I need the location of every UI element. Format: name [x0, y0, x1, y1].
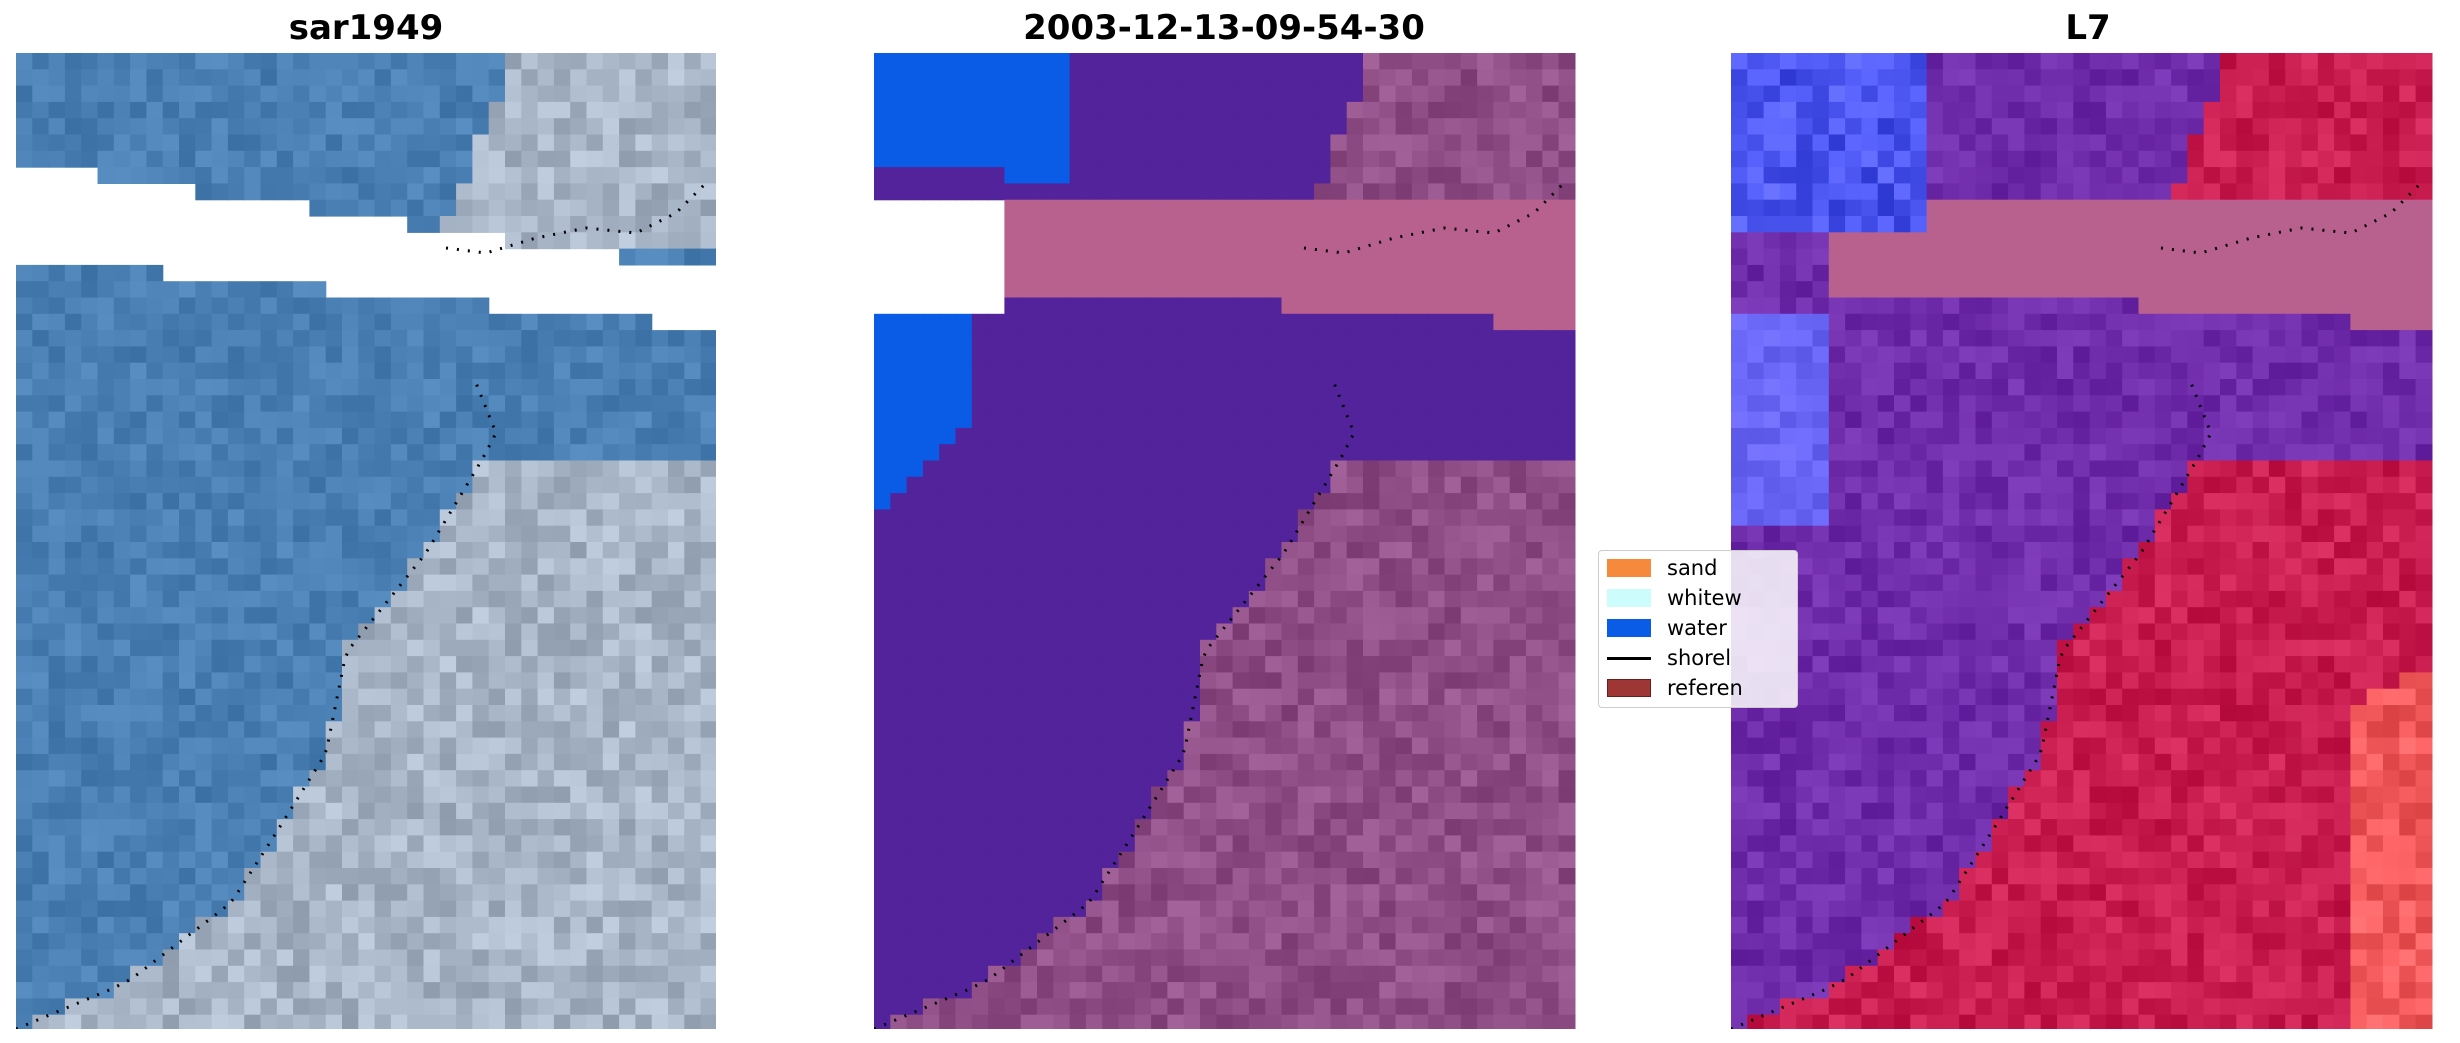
legend-label-whitewater: whitew: [1667, 586, 1742, 610]
legend-label-reference: referen: [1667, 676, 1743, 700]
legend: sand whitew water shorel referen: [1598, 550, 1798, 708]
legend-item-reference: referen: [1607, 676, 1743, 700]
shoreline-upper: [1303, 181, 1566, 255]
satellite-image-rgb: [16, 53, 716, 1029]
water-swatch: [1607, 619, 1651, 637]
image-canvas-2: [874, 53, 1576, 1029]
legend-label-sand: sand: [1667, 556, 1718, 580]
image-canvas-1: [16, 53, 716, 1029]
legend-label-shoreline: shorel: [1667, 646, 1732, 670]
l7-image: [1731, 53, 2447, 1029]
shoreline-upper: [445, 181, 708, 255]
legend-item-sand: sand: [1607, 556, 1718, 580]
sand-swatch: [1607, 559, 1651, 577]
legend-item-water: water: [1607, 616, 1727, 640]
whitewater-swatch: [1607, 589, 1651, 607]
shoreline-line-swatch: [1607, 656, 1651, 660]
reference-swatch: [1607, 679, 1651, 697]
panel-title-3: L7: [2065, 8, 2111, 48]
classified-image: [874, 53, 1590, 1029]
legend-item-whitewater: whitew: [1607, 586, 1742, 610]
panel-title-2: 2003-12-13-09-54-30: [1023, 8, 1425, 48]
panel-title-1: sar1949: [288, 8, 444, 48]
legend-label-water: water: [1667, 616, 1727, 640]
image-canvas-3: [1731, 53, 2433, 1029]
shoreline-upper: [2160, 181, 2423, 255]
legend-item-shoreline: shorel: [1607, 646, 1732, 670]
